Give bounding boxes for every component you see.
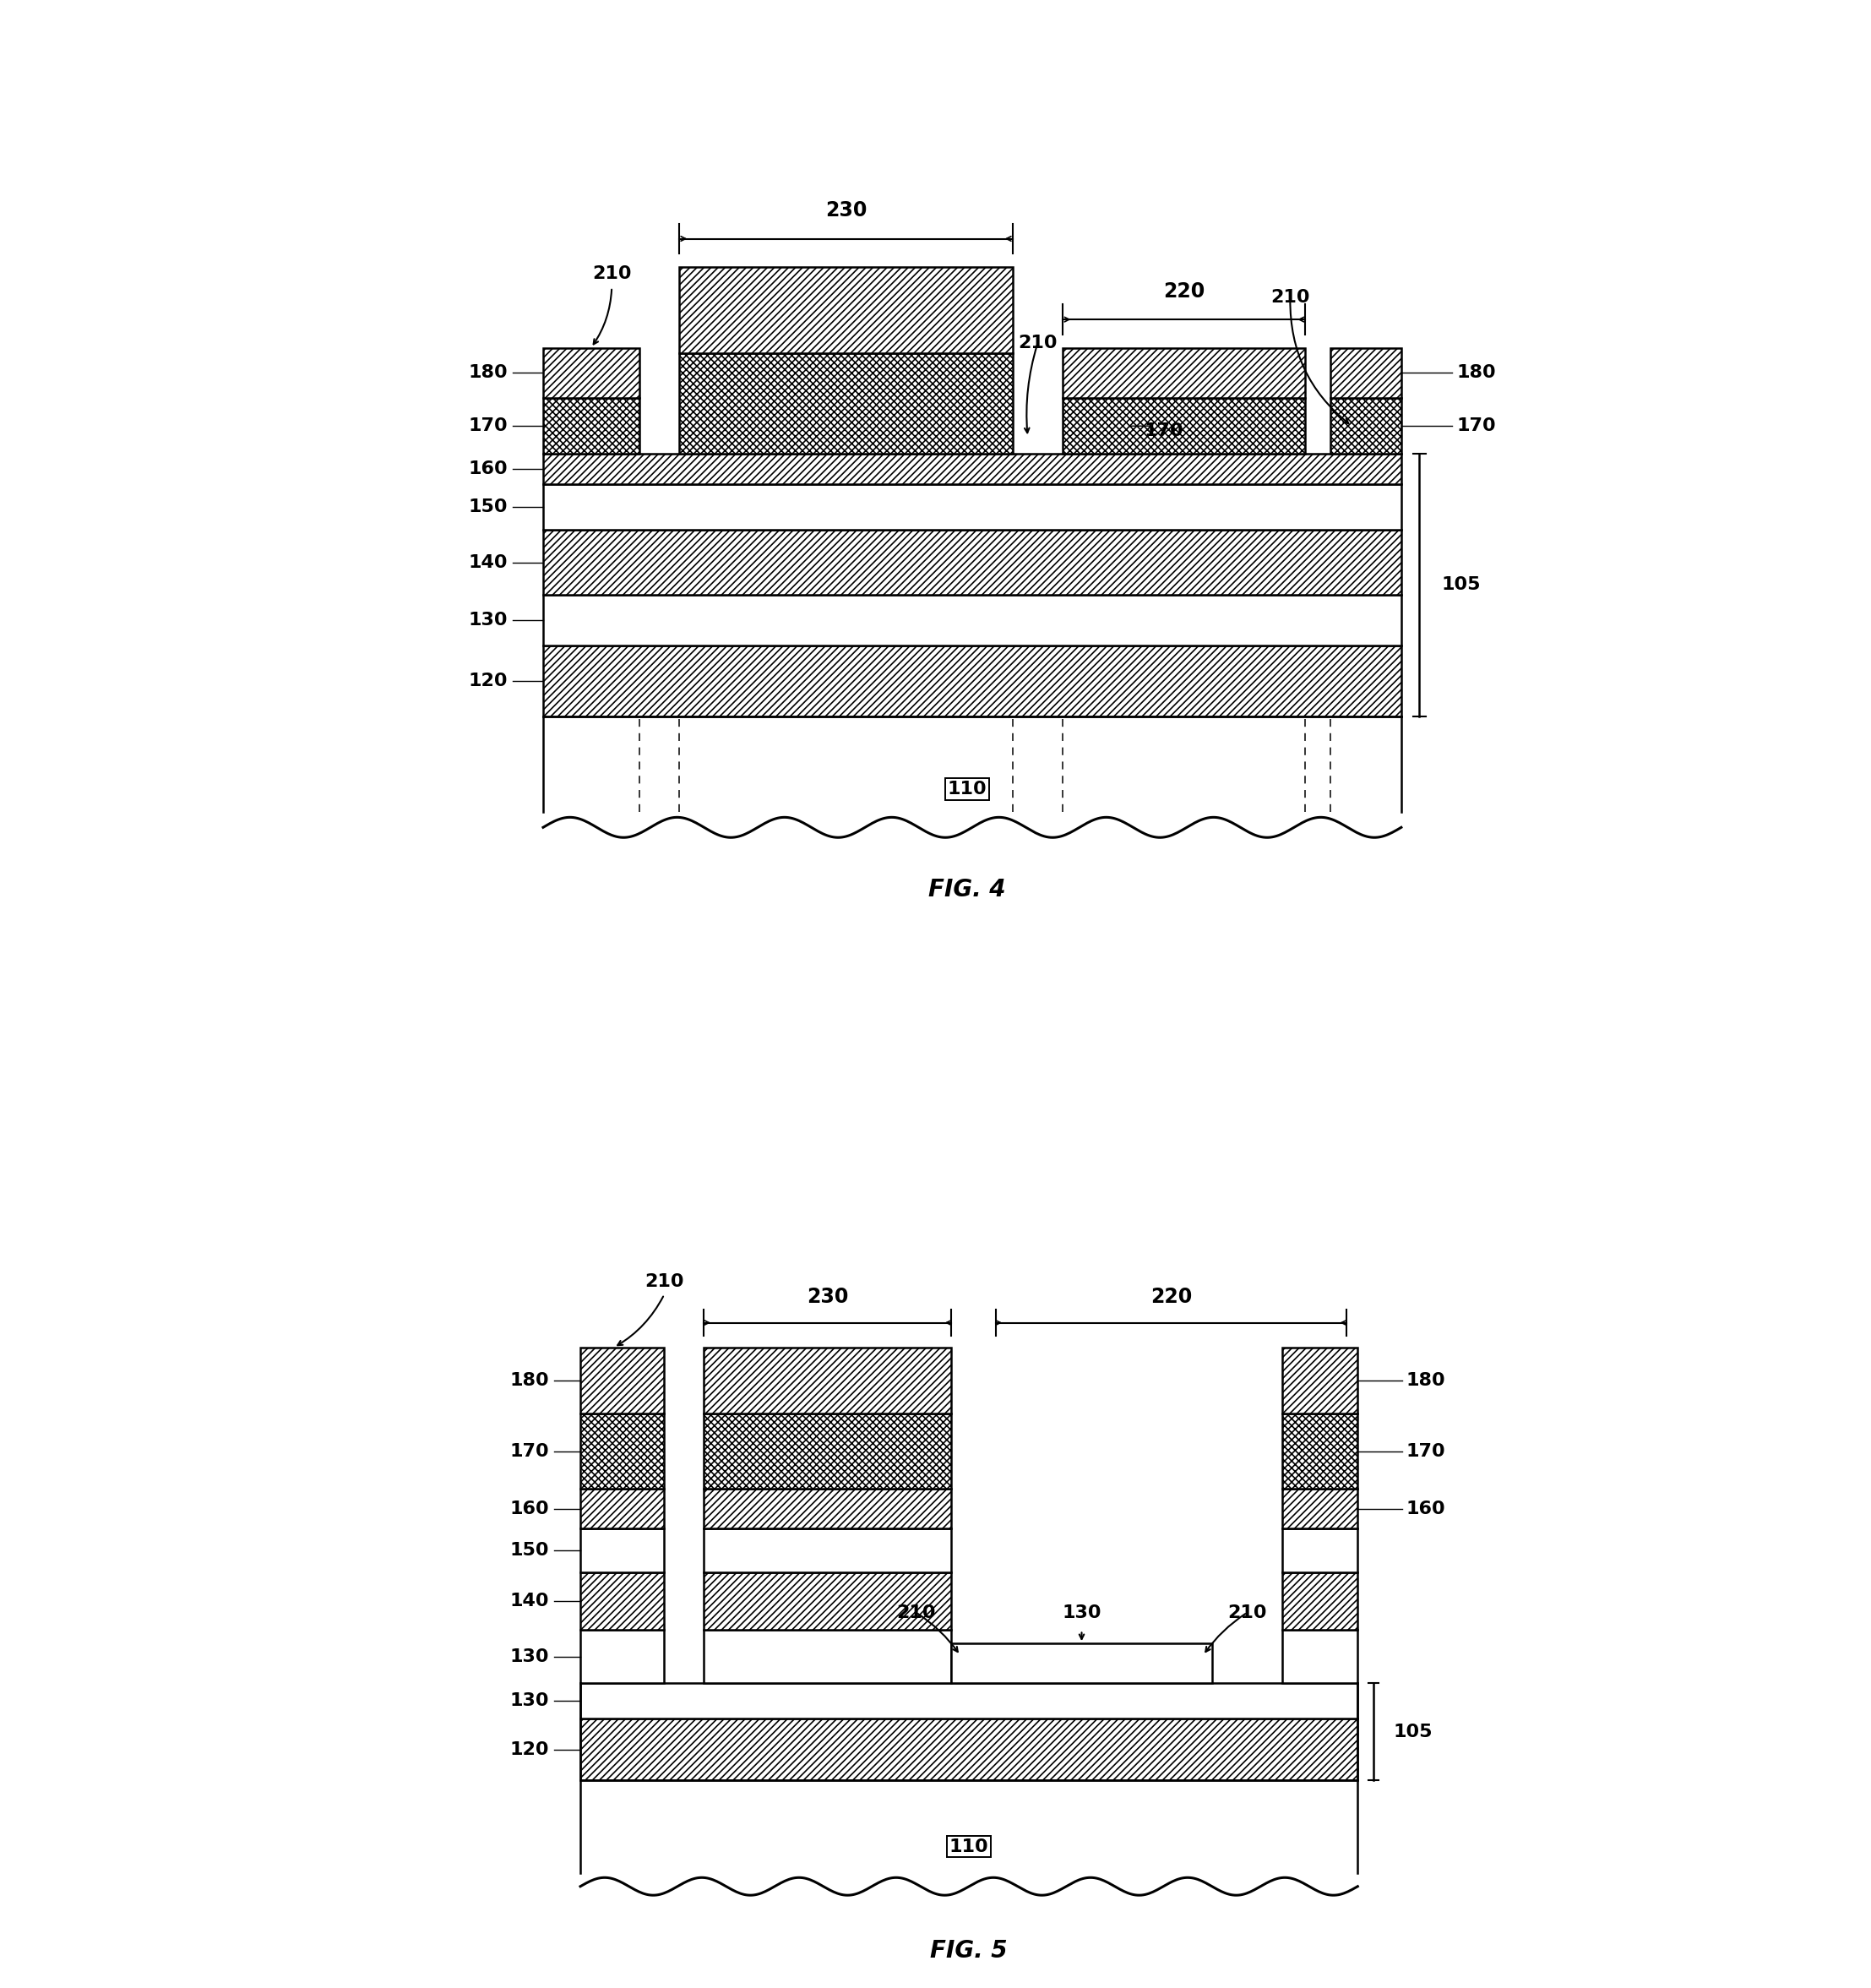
Text: 210: 210 xyxy=(1018,334,1057,352)
Text: 170: 170 xyxy=(511,1443,550,1459)
Text: FIG. 5: FIG. 5 xyxy=(930,1940,1008,1962)
Bar xyxy=(543,716,1401,827)
Text: 230: 230 xyxy=(825,201,866,221)
Text: 170: 170 xyxy=(1407,1443,1446,1459)
Bar xyxy=(703,1630,950,1684)
Bar xyxy=(679,266,1012,352)
Bar xyxy=(543,398,640,453)
Text: 140: 140 xyxy=(468,555,507,571)
Bar xyxy=(1330,398,1401,453)
Text: 160: 160 xyxy=(1407,1501,1446,1517)
Text: 210: 210 xyxy=(1227,1604,1267,1620)
Bar xyxy=(1284,1573,1358,1630)
Bar xyxy=(703,1348,950,1413)
Bar xyxy=(543,453,1401,483)
Bar xyxy=(1284,1348,1358,1413)
Text: 105: 105 xyxy=(1443,577,1482,594)
Bar xyxy=(1330,348,1401,398)
Bar xyxy=(1284,1489,1358,1529)
Bar xyxy=(580,1529,664,1573)
Bar xyxy=(1284,1630,1358,1684)
Text: 150: 150 xyxy=(511,1543,550,1559)
Text: 220: 220 xyxy=(1151,1286,1192,1306)
Bar xyxy=(580,1413,664,1489)
Text: 120: 120 xyxy=(511,1741,550,1757)
Text: FIG. 4: FIG. 4 xyxy=(928,879,1007,901)
Bar xyxy=(1284,1529,1358,1573)
Text: 110: 110 xyxy=(947,781,986,797)
Bar xyxy=(543,594,1401,646)
Text: 140: 140 xyxy=(511,1592,550,1610)
Bar xyxy=(580,1630,664,1684)
Text: 170: 170 xyxy=(1145,423,1184,439)
Bar xyxy=(543,529,1401,594)
Bar xyxy=(950,1644,1212,1684)
Bar xyxy=(580,1781,1358,1887)
Bar xyxy=(580,1684,1358,1718)
Text: 220: 220 xyxy=(1164,280,1205,302)
Text: 160: 160 xyxy=(468,461,507,477)
Bar xyxy=(1063,398,1306,453)
Text: 170: 170 xyxy=(468,417,507,435)
Text: 160: 160 xyxy=(511,1501,550,1517)
Bar xyxy=(543,483,1401,529)
Text: 180: 180 xyxy=(1407,1372,1446,1390)
Text: 210: 210 xyxy=(896,1604,936,1620)
Text: 110: 110 xyxy=(949,1839,988,1855)
Text: 210: 210 xyxy=(591,264,631,282)
Bar xyxy=(703,1529,950,1573)
Bar xyxy=(580,1718,1358,1781)
Text: 105: 105 xyxy=(1394,1724,1433,1740)
Text: 130: 130 xyxy=(511,1692,550,1710)
Bar xyxy=(543,348,640,398)
Text: 130: 130 xyxy=(468,612,507,628)
Bar xyxy=(703,1489,950,1529)
Text: 180: 180 xyxy=(1458,364,1497,382)
Text: 170: 170 xyxy=(1458,417,1497,435)
Text: 120: 120 xyxy=(468,672,507,690)
Bar xyxy=(1063,348,1306,398)
Bar xyxy=(1284,1413,1358,1489)
Text: 180: 180 xyxy=(511,1372,550,1390)
Text: 130: 130 xyxy=(511,1648,550,1666)
Text: 150: 150 xyxy=(468,499,507,515)
Bar xyxy=(580,1573,664,1630)
Text: 210: 210 xyxy=(1270,288,1310,306)
Bar xyxy=(679,352,1012,453)
Text: 230: 230 xyxy=(806,1286,849,1306)
Bar xyxy=(580,1348,664,1413)
Text: 210: 210 xyxy=(645,1272,685,1290)
Bar xyxy=(580,1489,664,1529)
Bar xyxy=(703,1413,950,1489)
Bar xyxy=(703,1573,950,1630)
Text: 180: 180 xyxy=(468,364,507,382)
Text: 130: 130 xyxy=(1063,1604,1102,1620)
Bar xyxy=(543,646,1401,716)
